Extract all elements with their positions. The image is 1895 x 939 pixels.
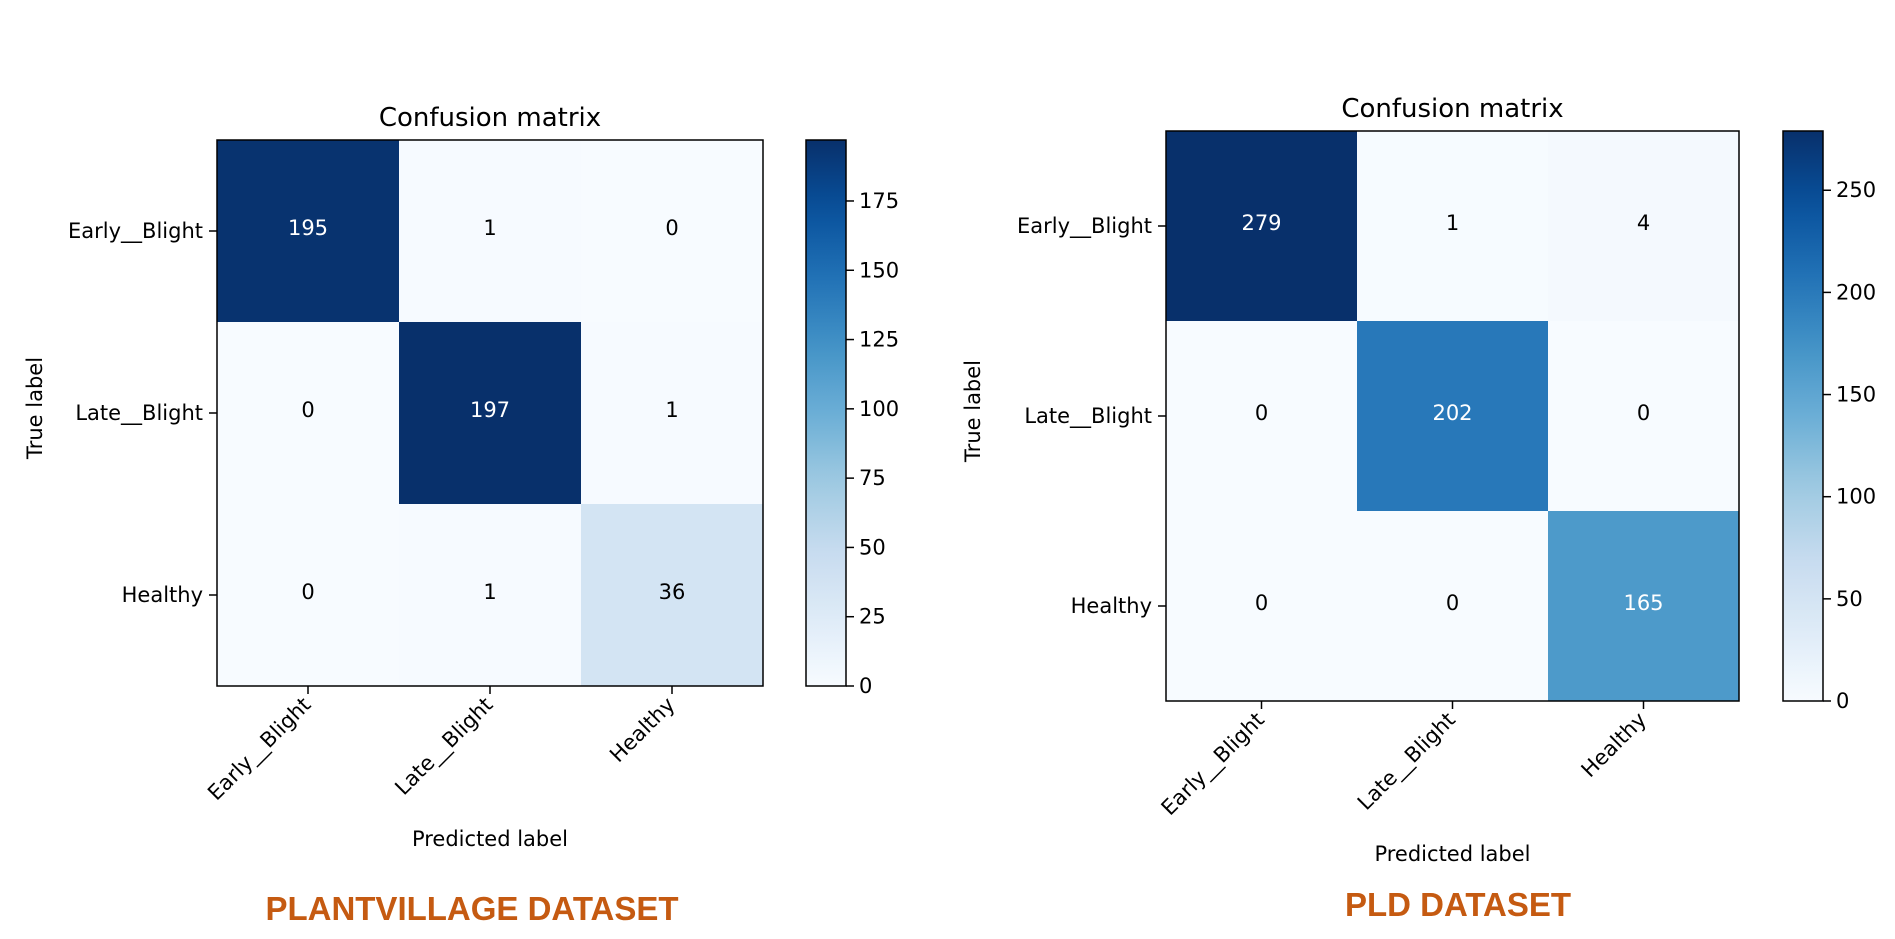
colorbar-tick-label: 100 xyxy=(1836,485,1876,509)
cell-value-label: 0 xyxy=(665,216,678,240)
y-tick-label: Early__Blight xyxy=(68,219,203,244)
x-tick-label: Late__Blight xyxy=(390,693,498,801)
matrix-cell xyxy=(217,140,399,322)
colorbar-tick-label: 200 xyxy=(1836,280,1876,304)
colorbar-tick-label: 175 xyxy=(859,189,899,213)
matrix-cell xyxy=(217,322,399,504)
matrix-cell xyxy=(399,504,581,686)
matrix-cell xyxy=(399,322,581,504)
matrix-cell xyxy=(399,140,581,322)
x-tick-label: Healthy xyxy=(605,693,680,768)
colorbar-tick-label: 125 xyxy=(859,328,899,352)
cell-value-label: 0 xyxy=(301,398,314,422)
colorbar xyxy=(805,139,847,687)
colorbar-tick-label: 150 xyxy=(859,258,899,282)
y-tick-label: Late__Blight xyxy=(1024,404,1152,429)
cell-value-label: 1 xyxy=(483,216,496,240)
confusion-matrix-panel-2: Confusion matrix 279 1 4 0 202 0 0 0 165 Early__Bl… xyxy=(961,94,1876,923)
colorbar-tick-label: 100 xyxy=(859,397,899,421)
chart-title: Confusion matrix xyxy=(379,103,601,133)
cell-value-label: 1 xyxy=(483,580,496,604)
matrix-cell xyxy=(581,504,763,686)
dataset-caption: PLD DATASET xyxy=(1345,886,1571,923)
cell-value-label: 0 xyxy=(1637,401,1650,425)
colorbar-tick-label: 75 xyxy=(859,466,886,490)
y-axis-label: True label xyxy=(23,357,47,460)
chart-title: Confusion matrix xyxy=(1341,94,1563,124)
colorbar-tick-label: 50 xyxy=(1836,587,1863,611)
matrix-cell xyxy=(581,140,763,322)
matrix-cell xyxy=(1548,511,1739,701)
matrix-cell xyxy=(1166,321,1357,511)
colorbar-tick-label: 250 xyxy=(1836,178,1876,202)
matrix-cell xyxy=(1166,511,1357,701)
cell-value-label: 195 xyxy=(288,216,328,240)
colorbar-tick-label: 50 xyxy=(859,535,886,559)
x-tick-label: Healthy xyxy=(1577,708,1652,783)
y-axis-label: True label xyxy=(961,360,985,463)
y-tick-label: Early__Blight xyxy=(1017,214,1152,239)
cell-value-label: 0 xyxy=(301,580,314,604)
cell-value-label: 0 xyxy=(1255,401,1268,425)
matrix-cell xyxy=(1548,131,1739,321)
x-axis-label: Predicted label xyxy=(1374,842,1530,866)
cell-value-label: 165 xyxy=(1623,591,1663,615)
y-tick-label: Late__Blight xyxy=(75,401,203,426)
matrix-cell xyxy=(1357,131,1548,321)
matrix-cell xyxy=(1357,511,1548,701)
x-tick-label: Early__Blight xyxy=(1157,708,1270,821)
matrix-cell xyxy=(1357,321,1548,511)
cell-value-label: 1 xyxy=(1446,211,1459,235)
x-axis-label: Predicted label xyxy=(412,827,568,851)
colorbar-tick-label: 0 xyxy=(1836,689,1849,713)
dataset-caption: PLANTVILLAGE DATASET xyxy=(265,890,678,927)
cell-value-label: 0 xyxy=(1255,591,1268,615)
colorbar-tick-label: 0 xyxy=(859,674,872,698)
x-tick-label: Early__Blight xyxy=(203,693,316,806)
y-tick-label: Healthy xyxy=(122,583,203,607)
cell-value-label: 36 xyxy=(659,580,686,604)
cell-value-label: 1 xyxy=(665,398,678,422)
cell-value-label: 4 xyxy=(1637,211,1650,235)
cell-value-label: 279 xyxy=(1241,211,1281,235)
colorbar-tick-label: 150 xyxy=(1836,383,1876,407)
x-tick-label: Late__Blight xyxy=(1353,708,1461,816)
colorbar xyxy=(1782,130,1824,702)
cell-value-label: 0 xyxy=(1446,591,1459,615)
cell-value-label: 197 xyxy=(470,398,510,422)
matrix-cell xyxy=(581,322,763,504)
cell-value-label: 202 xyxy=(1432,401,1472,425)
y-tick-label: Healthy xyxy=(1071,594,1152,618)
matrix-cell xyxy=(1548,321,1739,511)
colorbar-tick-label: 25 xyxy=(859,605,886,629)
matrix-cell xyxy=(217,504,399,686)
matrix-cell xyxy=(1166,131,1357,321)
